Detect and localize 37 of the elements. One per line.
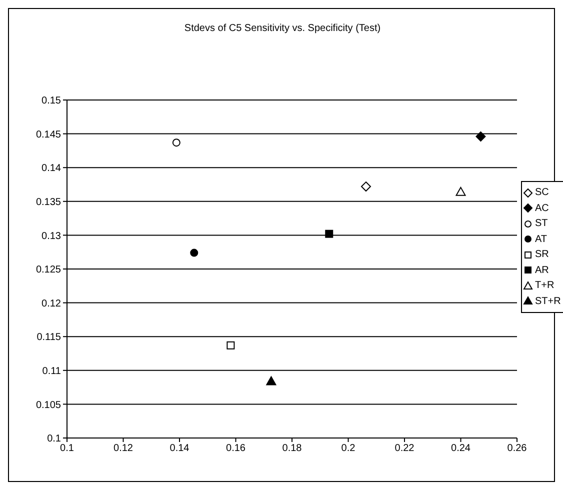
x-tick-label: 0.14: [170, 443, 190, 454]
point: [456, 186, 466, 196]
chart-title: Stdevs of C5 Sensitivity vs. Specificity (Test): [183, 23, 382, 34]
point: [190, 248, 198, 257]
x-tick-label: 0.22: [394, 443, 415, 454]
legend-label: AC: [535, 202, 549, 214]
y-tick-label: 0.15: [42, 96, 62, 107]
legend-label: AR: [535, 264, 549, 276]
y-tick-label: 0.12: [42, 298, 62, 310]
y-tick-label: 0.14: [42, 163, 62, 174]
y-tick-label: 0.145: [36, 129, 62, 140]
x-tick-label: 0.24: [451, 443, 471, 454]
point: [266, 376, 276, 386]
point: [360, 182, 371, 192]
y-tick-label: 0.135: [36, 196, 62, 208]
y-tick-label: 0.11: [42, 366, 62, 377]
y-tick-label: 0.1: [47, 434, 62, 445]
x-tick-label: 0.12: [114, 443, 134, 454]
legend-label: ST+R: [535, 296, 561, 307]
y-tick-label: 0.13: [42, 230, 62, 242]
point: [476, 132, 486, 142]
x-tick-label: 0.18: [282, 443, 302, 454]
x-tick-label: 0.1: [60, 443, 74, 454]
point: [172, 138, 180, 147]
y-tick-label: 0.115: [36, 332, 62, 344]
legend-label: T+R: [535, 280, 554, 292]
x-tick-label: 0.26: [507, 443, 528, 454]
y-tick-label: 0.105: [36, 400, 62, 411]
x-tick-label: 0.2: [341, 443, 356, 454]
legend-label: SR: [535, 249, 549, 260]
x-tick-label: 0.16: [226, 443, 246, 454]
legend-label: AT: [535, 234, 548, 245]
y-tick-label: 0.125: [36, 264, 62, 276]
legend-label: SC: [535, 187, 549, 198]
legend-label: ST: [535, 218, 548, 230]
point: [325, 230, 334, 238]
point: [226, 341, 235, 350]
